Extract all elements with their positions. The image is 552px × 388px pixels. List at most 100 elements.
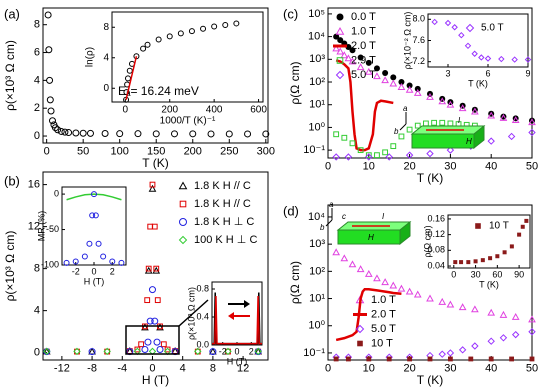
marker <box>484 55 492 62</box>
marker <box>134 130 142 138</box>
y-tick-label: 10⁴ <box>308 31 325 43</box>
sweep-arrow-down-head <box>228 312 234 320</box>
marker <box>480 258 485 263</box>
x-axis-label: H (T) <box>84 276 105 286</box>
inset-area <box>111 11 264 103</box>
marker <box>88 348 96 356</box>
marker <box>211 23 218 30</box>
marker <box>79 129 87 137</box>
marker <box>528 315 536 323</box>
marker <box>414 85 421 92</box>
marker <box>149 181 156 188</box>
legend-label: 5.0 T <box>481 23 504 34</box>
marker <box>374 152 380 159</box>
marker <box>51 124 59 132</box>
marker <box>390 74 397 81</box>
marker <box>144 41 151 48</box>
marker <box>357 54 364 61</box>
marker <box>397 284 406 292</box>
marker <box>475 223 481 229</box>
marker <box>398 79 405 86</box>
x-tick-label: 50 <box>526 161 538 173</box>
marker <box>194 347 202 356</box>
marker <box>154 297 161 304</box>
marker <box>200 25 207 32</box>
x-tick-label: 40 <box>485 363 497 375</box>
marker <box>499 310 508 318</box>
y-tick-label: 4 <box>34 74 40 86</box>
x-tick-label: 90 <box>514 270 524 280</box>
marker <box>386 356 392 362</box>
marker <box>46 96 54 104</box>
marker <box>438 297 447 305</box>
y-tick-label: 8 <box>34 263 40 275</box>
x-tick-label: 4 <box>180 363 186 375</box>
marker <box>332 153 340 161</box>
marker <box>414 122 421 129</box>
x-tick-label: 9 <box>525 69 530 79</box>
marker <box>189 130 197 138</box>
marker <box>356 63 365 71</box>
marker <box>152 266 161 274</box>
legend-label: 10 T <box>489 221 509 232</box>
schematic-label: b <box>394 127 399 136</box>
y-tick-label: 10⁻¹ <box>303 144 325 156</box>
marker <box>495 254 500 259</box>
marker <box>438 97 447 105</box>
marker <box>451 24 458 31</box>
marker <box>349 47 356 54</box>
marker <box>89 212 96 219</box>
marker <box>178 235 188 245</box>
marker <box>426 92 434 100</box>
marker <box>459 260 464 265</box>
inset-area <box>61 186 127 266</box>
marker <box>91 191 97 198</box>
x-axis-label: 1000/T (K)⁻¹ <box>160 116 216 127</box>
marker <box>164 346 171 353</box>
y-axis-label: ρ(×10³ Ω cm) <box>187 287 197 340</box>
y-tick-label: 0 <box>54 188 59 198</box>
marker <box>381 76 389 84</box>
marker <box>81 253 88 260</box>
marker <box>47 107 55 115</box>
marker <box>439 119 446 126</box>
marker <box>511 312 520 320</box>
x-tick-label: 0 <box>149 363 155 375</box>
x-tick-label: 20 <box>403 161 415 173</box>
marker <box>373 274 381 282</box>
legend-label: 5.0 T <box>351 69 376 81</box>
marker <box>357 340 363 347</box>
crystal-schematic: a b I H <box>394 104 486 150</box>
schematic-label: I <box>382 212 385 221</box>
x-tick-label: -4 <box>117 363 127 375</box>
marker <box>43 347 51 356</box>
marker <box>332 248 341 256</box>
legend-label: 1.8 K H // C <box>194 198 251 210</box>
marker <box>134 346 141 353</box>
y-tick-label: 0.08 <box>427 245 445 255</box>
x-axis-label: T (K) <box>468 78 488 88</box>
marker <box>458 104 467 112</box>
marker <box>337 37 344 44</box>
y-tick-label: 0 <box>34 130 40 142</box>
marker <box>335 70 345 80</box>
x-tick-label: 0 <box>123 105 129 116</box>
x-tick-label: 0 <box>451 270 456 280</box>
marker <box>44 11 52 19</box>
marker <box>407 356 412 362</box>
y-tick-label: 7.2 <box>412 56 425 66</box>
legend-label: 1.0 T <box>371 294 396 306</box>
marker <box>188 28 195 35</box>
x-tick-label: 150 <box>147 146 165 158</box>
marker <box>524 56 532 63</box>
y-tick-label: 12 <box>28 221 40 233</box>
marker <box>170 130 178 138</box>
y-tick-label: 10² <box>309 265 325 277</box>
marker <box>336 57 344 64</box>
y-tick-label: -50 <box>46 224 59 234</box>
marker <box>499 334 508 342</box>
series-line <box>335 287 402 342</box>
y-axis-label: MR (%) <box>37 211 47 242</box>
marker <box>72 129 80 137</box>
schematic-label: b <box>320 223 325 232</box>
